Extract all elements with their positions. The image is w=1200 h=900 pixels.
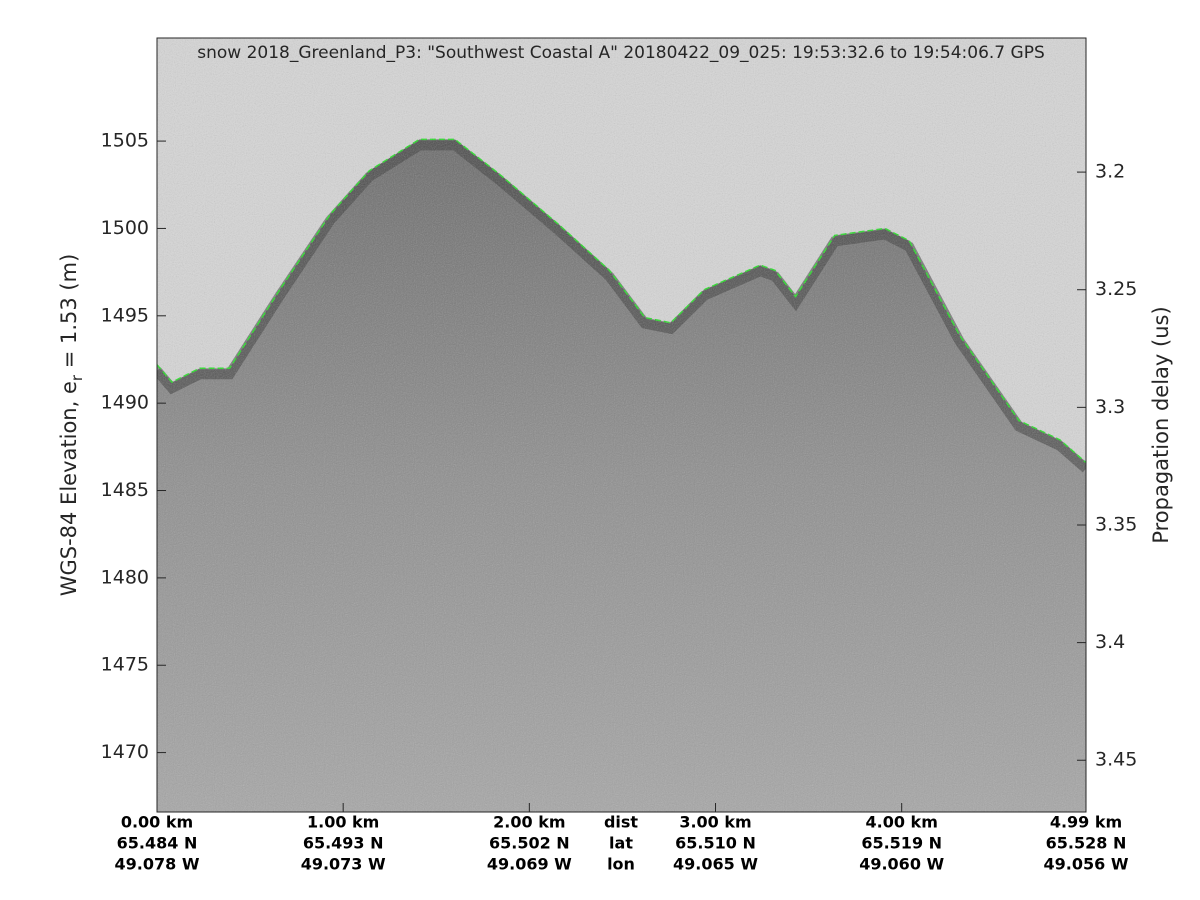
x-tick-lon: 49.073 W <box>301 855 386 874</box>
x-row-name: lat <box>609 834 633 853</box>
x-tick-lon: 49.065 W <box>673 855 758 874</box>
x-tick-label: 4.99 km <box>1050 813 1122 832</box>
x-tick-lat: 65.493 N <box>303 834 384 853</box>
x-tick-label: 0.00 km <box>121 813 193 832</box>
x-tick-lat: 65.519 N <box>861 834 942 853</box>
x-tick-lon: 49.069 W <box>487 855 572 874</box>
x-tick-lat: 65.502 N <box>489 834 570 853</box>
y-label-subscript: r <box>68 374 86 381</box>
y2-tick-label: 3.45 <box>1095 749 1137 771</box>
y-tick-label: 1505 <box>101 130 149 152</box>
y2-axis-label: Propagation delay (us) <box>1149 306 1173 543</box>
x-row-name: lon <box>607 855 635 874</box>
y2-tick-label: 3.3 <box>1095 396 1125 418</box>
x-tick-label: 1.00 km <box>307 813 379 832</box>
y2-tick-label: 3.2 <box>1095 161 1125 183</box>
chart-title: snow 2018_Greenland_P3: "Southwest Coast… <box>197 43 1045 63</box>
y-tick-label: 1475 <box>101 654 149 676</box>
y2-tick-label: 3.35 <box>1095 513 1137 535</box>
x-tick-label: 3.00 km <box>679 813 751 832</box>
y-tick-label: 1490 <box>101 392 149 414</box>
x-tick-label: 4.00 km <box>866 813 938 832</box>
x-tick-lat: 65.528 N <box>1046 834 1127 853</box>
y-label-main: WGS-84 Elevation, e <box>57 381 81 596</box>
y2-tick-label: 3.4 <box>1095 631 1125 653</box>
x-tick-label: 2.00 km <box>493 813 565 832</box>
y-tick-label: 1500 <box>101 217 149 239</box>
y2-tick-label: 3.25 <box>1095 278 1137 300</box>
plot-frame <box>156 37 1087 813</box>
x-row-name: dist <box>604 813 638 832</box>
y-tick-label: 1470 <box>101 741 149 763</box>
x-tick-lon: 49.056 W <box>1044 855 1129 874</box>
y-label-rest: = 1.53 (m) <box>57 254 81 375</box>
x-tick-lat: 65.484 N <box>117 834 198 853</box>
y-tick-label: 1495 <box>101 304 149 326</box>
noise-texture <box>157 38 1086 812</box>
y-axis-label: WGS-84 Elevation, er = 1.53 (m) <box>57 254 86 597</box>
x-tick-lon: 49.078 W <box>115 855 200 874</box>
y-tick-label: 1485 <box>101 479 149 501</box>
x-tick-lat: 65.510 N <box>675 834 756 853</box>
x-tick-lon: 49.060 W <box>859 855 944 874</box>
y-tick-label: 1480 <box>101 566 149 588</box>
